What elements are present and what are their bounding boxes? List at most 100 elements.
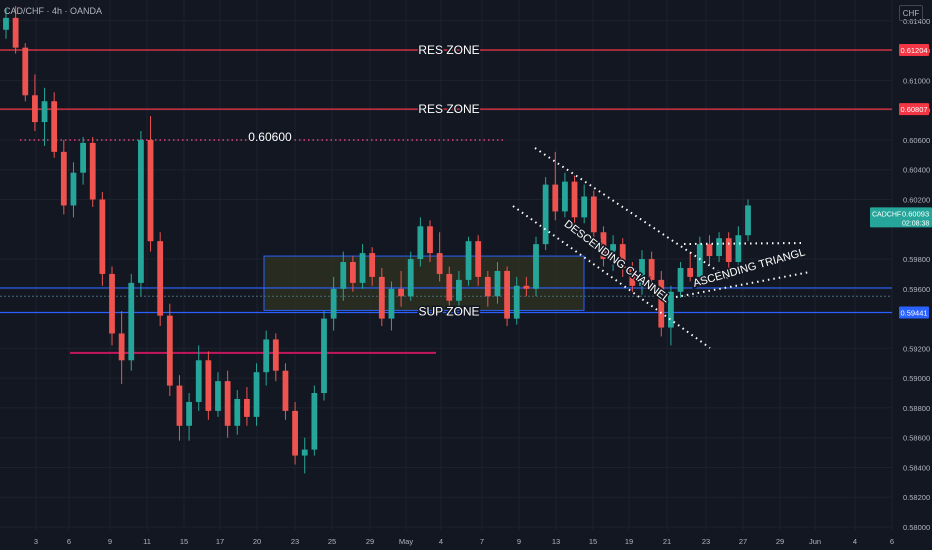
candle-body (610, 244, 616, 260)
candle-body (639, 259, 645, 286)
candle-body (484, 276, 491, 297)
candle-body (436, 253, 443, 274)
candles (3, 5, 751, 474)
candle-body (696, 244, 703, 277)
y-tick-label: 0.58600 (903, 434, 930, 443)
price-badge-text: 0.61204 (900, 46, 927, 55)
candle-body (195, 360, 202, 402)
price-badge-bg (899, 44, 929, 57)
candle-body (301, 449, 308, 456)
candle-body (513, 285, 520, 319)
candle-body (3, 17, 9, 30)
candle-body (263, 339, 270, 373)
candle-body (359, 253, 366, 283)
candle-body (648, 259, 655, 280)
candle-body (745, 205, 751, 236)
x-tick-label: 25 (328, 537, 336, 546)
candle-body (22, 47, 29, 96)
candle-body (735, 235, 742, 263)
annotation-res-zone-2: RES ZONE (418, 102, 479, 116)
price-badge-text: 0.60807 (900, 105, 927, 114)
x-tick-label: 3 (34, 537, 38, 546)
y-tick-label: 0.59000 (903, 374, 930, 383)
candle-body (340, 262, 347, 289)
y-tick-label: 0.60600 (903, 136, 930, 145)
x-tick-label: 15 (589, 537, 597, 546)
triangle-top-line (683, 242, 806, 245)
candle-body (205, 360, 212, 411)
candle-body (147, 139, 154, 242)
candle-body (378, 276, 385, 319)
x-tick-label: 20 (253, 537, 261, 546)
candle-body (70, 172, 77, 206)
candle-body (321, 318, 327, 394)
y-tick-label: 0.58000 (903, 523, 930, 532)
y-tick-label: 0.60400 (903, 166, 930, 175)
candle-body (176, 385, 183, 426)
y-tick-label: 0.58800 (903, 404, 930, 413)
price-badge-bg (899, 103, 929, 116)
annotation-level-0.60600: 0.60600 (248, 130, 292, 144)
candle-body (456, 279, 462, 301)
x-tick-label: 9 (108, 537, 112, 546)
candle-body (562, 181, 568, 212)
grid (0, 0, 893, 530)
candle-body (494, 270, 501, 297)
currency-button[interactable]: CHF (899, 5, 923, 21)
overlays-back (0, 49, 892, 354)
candle-body (427, 226, 433, 254)
candle-body (581, 196, 588, 218)
candle-body (552, 184, 559, 212)
candle-body (600, 232, 607, 260)
candle-body (157, 241, 164, 316)
x-tick-label: 29 (776, 537, 784, 546)
candle-body (166, 315, 173, 386)
x-tick-label: 23 (291, 537, 299, 546)
x-tick-label: 7 (480, 537, 484, 546)
candle-body (138, 139, 144, 283)
x-tick-label: May (399, 537, 413, 546)
y-tick-label: 0.60200 (903, 195, 930, 204)
y-tick-label: 0.59600 (903, 285, 930, 294)
candle-body (292, 410, 298, 456)
candle-body (629, 267, 636, 286)
candle-body (706, 244, 713, 257)
x-tick-label: 27 (739, 537, 747, 546)
x-tick-label: 17 (216, 537, 224, 546)
price-badge-bg (899, 306, 929, 319)
price-axis[interactable]: 0.614000.612000.610000.608000.606000.604… (870, 17, 932, 532)
candle-body (282, 370, 289, 411)
candle-body (619, 244, 626, 268)
y-tick-label: 0.59800 (903, 255, 930, 264)
candle-body (504, 270, 510, 319)
annotation-res-zone-1: RES ZONE (418, 43, 479, 57)
last-price-countdown: 02:08:38 (902, 220, 929, 227)
candle-body (658, 279, 665, 328)
x-tick-label: Jun (809, 537, 821, 546)
candle-body (12, 17, 19, 48)
candle-body (311, 393, 318, 450)
candle-body (465, 241, 472, 280)
candle-body (533, 244, 539, 289)
time-axis[interactable]: 3 6 9 11 15 17 20 23 25 29 May 4 7 9 13 15 19 21 23 27 29 Jun… (34, 537, 894, 546)
candle-body (186, 401, 192, 426)
candle-body (118, 333, 125, 361)
channel-upper-line (534, 147, 729, 279)
y-tick-label: 0.61000 (903, 76, 930, 85)
y-tick-label: 0.59200 (903, 344, 930, 353)
candle-body (475, 241, 482, 277)
candle-body (668, 291, 674, 328)
candle-body (542, 184, 549, 245)
candle-body (60, 151, 67, 206)
y-tick-label: 0.58200 (903, 493, 930, 502)
candle-body (215, 381, 221, 411)
candle-body (369, 253, 376, 277)
candle-body (234, 398, 241, 426)
last-price-symbol: CADCHF (872, 211, 901, 218)
x-tick-label: 11 (143, 537, 151, 546)
candle-body (272, 339, 279, 371)
candle-body (446, 273, 453, 301)
candle-body (590, 196, 597, 233)
x-tick-label: 9 (517, 537, 521, 546)
